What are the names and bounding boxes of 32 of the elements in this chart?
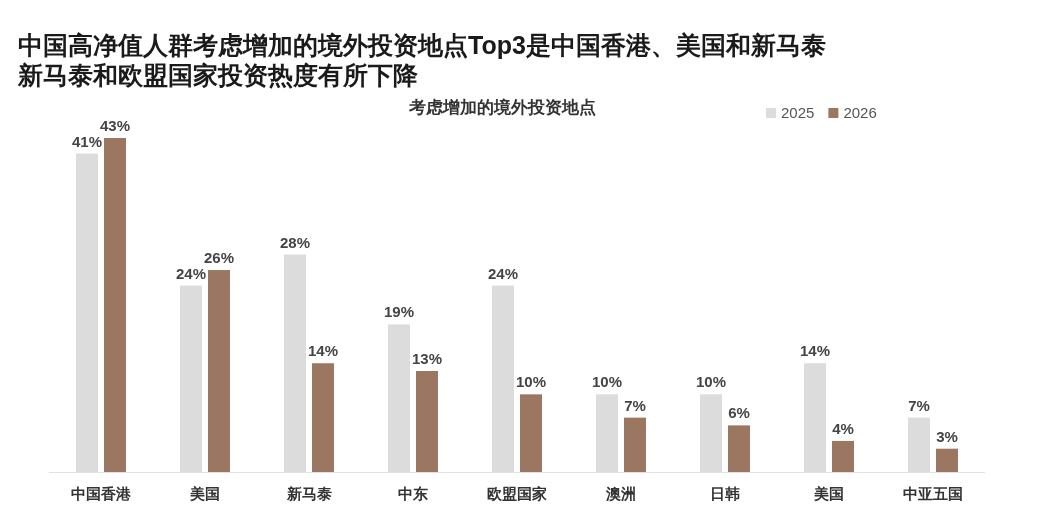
- x-tick-label: 美国: [814, 485, 844, 502]
- x-tick-label: 中国香港: [71, 485, 131, 502]
- data-label: 43%: [100, 117, 130, 134]
- legend-label: 2026: [843, 104, 877, 121]
- x-tick-label: 新马泰: [286, 485, 332, 502]
- x-tick-label: 澳洲: [606, 485, 636, 502]
- title: 新马泰和欧盟国家投资热度有所下降: [18, 61, 418, 89]
- x-tick-label: 欧盟国家: [487, 485, 547, 502]
- legend-label: 2025: [781, 104, 815, 121]
- data-label: 14%: [308, 342, 338, 360]
- data-label: 24%: [176, 264, 206, 282]
- data-label: 26%: [204, 249, 234, 267]
- data-label: 10%: [592, 373, 622, 391]
- data-label: 3%: [936, 427, 958, 445]
- data-label: 10%: [516, 373, 546, 391]
- x-tick-label: 日韩: [710, 485, 740, 502]
- x-tick-label: 美国: [190, 485, 220, 502]
- data-label: 14%: [800, 342, 830, 360]
- data-label: 6%: [728, 404, 750, 422]
- data-label: 13%: [412, 350, 442, 367]
- data-label: 24%: [488, 264, 518, 282]
- data-label: 4%: [832, 419, 854, 437]
- data-label: 28%: [280, 233, 310, 251]
- x-tick-label: 中亚五国: [903, 485, 963, 502]
- data-label: 41%: [72, 132, 102, 150]
- data-label: 19%: [384, 303, 414, 321]
- x-tick-label: 中东: [398, 485, 428, 502]
- data-label: 10%: [696, 373, 726, 391]
- data-label: 7%: [908, 396, 930, 414]
- subtitle: 考虑增加的境外投资地点: [408, 98, 596, 117]
- title: 中国高净值人群考虑增加的境外投资地点Top3是中国香港、美国和新马泰: [18, 31, 826, 59]
- data-label: 7%: [624, 396, 646, 414]
